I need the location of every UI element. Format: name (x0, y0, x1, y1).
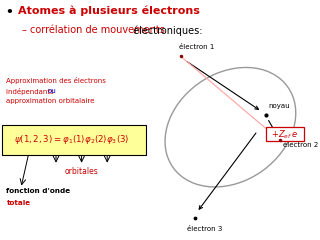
FancyBboxPatch shape (266, 127, 304, 141)
Text: totale: totale (6, 200, 30, 206)
Text: électron 2: électron 2 (283, 142, 318, 148)
Text: $+Z_{ef}\,e$: $+Z_{ef}\,e$ (271, 128, 298, 141)
Text: électron 1: électron 1 (179, 44, 215, 50)
Text: Approximation des électrons: Approximation des électrons (6, 77, 106, 84)
FancyBboxPatch shape (2, 125, 146, 155)
Text: •: • (5, 6, 13, 19)
Text: fonction d'onde: fonction d'onde (6, 188, 70, 194)
Text: – corrélation de mouvements: – corrélation de mouvements (22, 25, 165, 35)
Text: approximation orbitalaire: approximation orbitalaire (6, 98, 95, 104)
Text: ou: ou (47, 88, 56, 94)
Text: électroniques:: électroniques: (130, 25, 202, 36)
Text: orbitales: orbitales (65, 167, 99, 176)
Text: Atomes à plusieurs électrons: Atomes à plusieurs électrons (18, 6, 199, 17)
Text: $\psi(1,2,3) = \varphi_1(1)\varphi_2(2)\varphi_3(3)$: $\psi(1,2,3) = \varphi_1(1)\varphi_2(2)\… (14, 133, 130, 146)
Text: indépendants: indépendants (6, 88, 56, 95)
Text: électron 3: électron 3 (187, 226, 223, 232)
Text: noyau: noyau (268, 103, 290, 109)
